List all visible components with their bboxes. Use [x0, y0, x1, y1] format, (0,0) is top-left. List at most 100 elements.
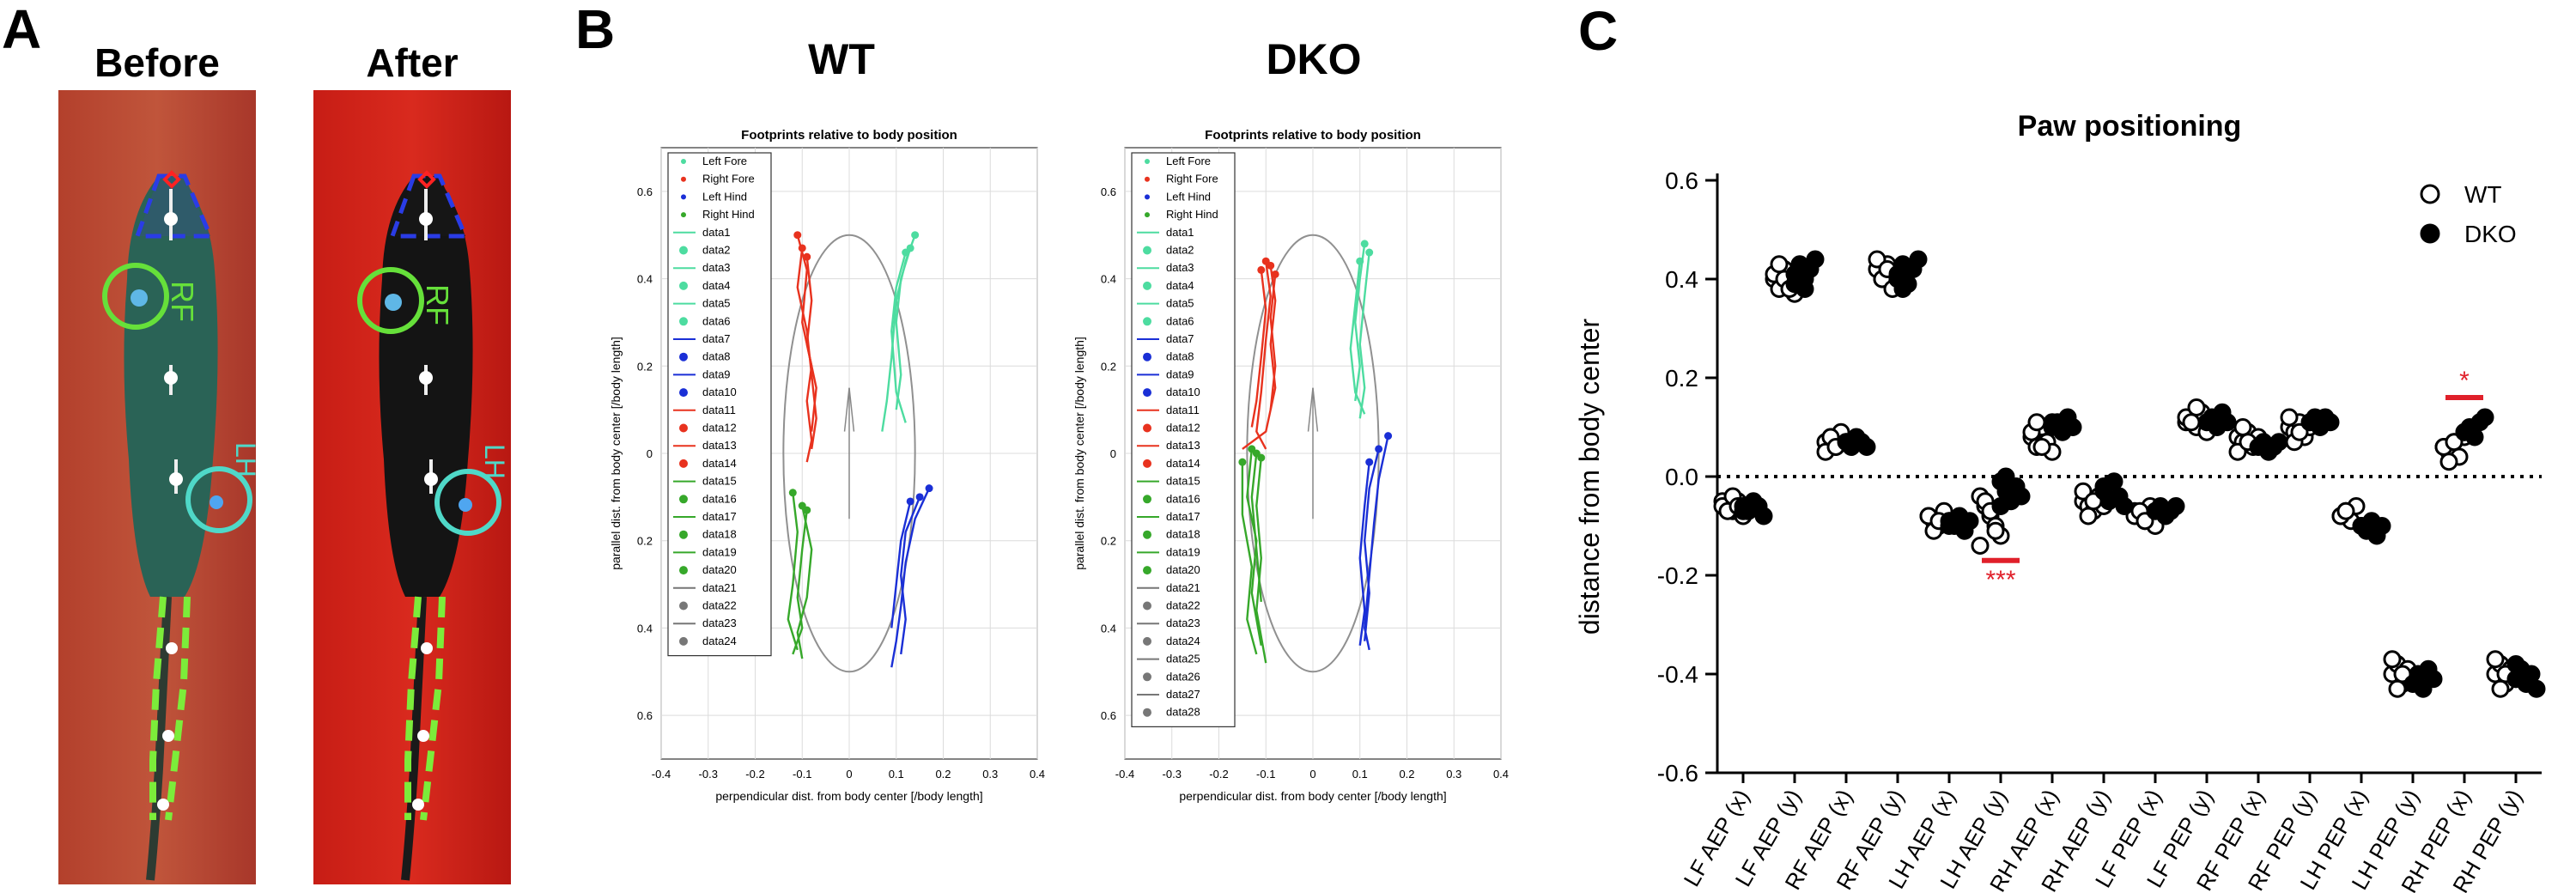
data-point-dko	[2372, 517, 2391, 535]
legend-entry: data15	[1166, 475, 1200, 488]
legend-entry: data6	[702, 314, 731, 327]
y-axis-label: parallel dist. from body center [/body l…	[1072, 337, 1086, 570]
y-tick-label: 0.2	[637, 535, 653, 548]
data-point-wt	[2439, 453, 2458, 471]
legend-entry: Left Hind	[1166, 190, 1211, 203]
legend-entry: data22	[702, 599, 737, 612]
data-point-wt	[1986, 521, 2005, 540]
panel-a-label: A	[2, 0, 42, 60]
data-point-dko	[1899, 260, 1917, 278]
data-point-dko	[1893, 280, 1912, 298]
footprint-point-lh	[1375, 445, 1383, 453]
data-point-wt	[2182, 413, 2201, 432]
legend-entry: data17	[1166, 510, 1200, 523]
footprint-point-rf	[1261, 257, 1270, 265]
legend-marker	[1143, 530, 1151, 539]
y-tick-label: -0.6	[1657, 760, 1698, 787]
data-point-dko	[2455, 422, 2474, 441]
legend-entry: data6	[1166, 314, 1194, 327]
legend-marker	[1145, 212, 1150, 218]
footprint-trace-lf	[1349, 261, 1366, 415]
data-point-wt	[2233, 418, 2252, 436]
y-tick-label: 0.4	[637, 273, 653, 286]
data-point-dko	[2115, 497, 2134, 515]
data-point-dko	[1857, 438, 1876, 456]
legend-marker	[679, 495, 688, 504]
significance-label: ***	[1985, 566, 2015, 594]
legend-entry: data20	[702, 563, 737, 576]
y-tick-label: -0.4	[1657, 661, 1698, 688]
chart-title: Paw positioning	[2018, 110, 2242, 143]
data-point-dko	[1940, 517, 1959, 535]
legend-marker	[1143, 352, 1151, 361]
footprint-point-lh	[915, 493, 924, 501]
legend-entry: data14	[1166, 457, 1200, 470]
y-tick-label: 0.6	[1101, 709, 1116, 722]
footprint-point-rf	[798, 244, 806, 252]
y-tick-label: 0.2	[1665, 365, 1698, 392]
data-point-dko	[2522, 665, 2541, 683]
x-tick-label: 0.4	[1493, 768, 1509, 781]
y-tick-label: 0.6	[637, 185, 653, 198]
y-tick-label: 0.6	[637, 709, 653, 722]
legend-entry: data5	[1166, 297, 1194, 310]
legend-entry: data22	[1166, 599, 1200, 612]
legend-entry: data2	[1166, 244, 1194, 257]
y-tick-label: 0.0	[1665, 464, 1698, 490]
footprint-trace-rh	[1250, 453, 1262, 603]
photo-before: RF LH	[58, 90, 261, 884]
data-point-dko	[1960, 512, 1979, 531]
legend-entry: data8	[702, 350, 731, 363]
legend-entry: data19	[702, 545, 737, 558]
x-tick-label: -0.4	[652, 768, 671, 781]
legend-entry: data15	[702, 475, 737, 488]
body-direction-arrow	[843, 387, 855, 432]
data-point-dko	[2269, 433, 2288, 452]
y-tick-label: -0.2	[1657, 562, 1698, 589]
y-tick-label: 0.2	[1101, 360, 1116, 373]
legend-marker	[681, 194, 686, 200]
data-point-wt	[2383, 650, 2402, 669]
mouse-photos: RF LH RF LH	[58, 90, 511, 884]
footprint-point-rf	[1257, 265, 1266, 274]
legend-entry: data12	[702, 422, 737, 434]
footprint-trace-rf	[1255, 261, 1272, 450]
y-tick-label: 0	[1110, 447, 1116, 460]
photo-before-title: Before	[94, 40, 220, 85]
legend-entry: data1	[702, 226, 731, 239]
data-point-wt	[2187, 398, 2206, 416]
data-point-dko	[1991, 497, 2010, 515]
legend-marker	[2420, 184, 2440, 204]
data-point-wt	[2280, 408, 2299, 427]
footprint-point-rh	[798, 501, 806, 510]
footprint-plot-title: Footprints relative to body position	[1205, 128, 1421, 143]
legend-entry: data11	[702, 404, 736, 416]
legend-entry: data8	[1166, 350, 1194, 363]
x-tick-label: -0.4	[1115, 768, 1134, 781]
legend-entry: data16	[702, 492, 737, 505]
data-point-dko	[1734, 501, 1753, 520]
footprint-point-rf	[1271, 270, 1279, 278]
legend-entry: data28	[1166, 706, 1200, 719]
legend-entry: data27	[1166, 688, 1200, 701]
legend-entry: data9	[702, 368, 731, 380]
y-tick-label: 0	[647, 447, 653, 460]
legend-entry: data26	[1166, 670, 1200, 683]
paw-positioning-chart: Paw positioning -0.6 -0.4 -0.2 0.0 0.2 0.4 0.6 d…	[1574, 110, 2546, 893]
y-axis-label: parallel dist. from body center [/body l…	[609, 337, 623, 570]
y-tick-label: 0.4	[1665, 266, 1698, 293]
legend-marker	[679, 566, 688, 575]
legend-marker	[1143, 317, 1151, 326]
data-point-dko	[2043, 413, 2062, 432]
y-tick-label: 0.2	[1101, 535, 1116, 548]
wt-group-title: WT	[808, 35, 875, 83]
legend-entry: data10	[702, 386, 737, 398]
x-axis-label: perpendicular dist. from body center [/b…	[1179, 789, 1446, 803]
legend-entry: data14	[702, 457, 737, 470]
legend-label: WT	[2464, 181, 2502, 208]
footprint-trace-rf	[1250, 270, 1267, 428]
footprint-point-rh	[1238, 458, 1247, 466]
footprint-trace-rh	[787, 492, 799, 651]
footprint-point-rh	[788, 489, 797, 497]
footprint-point-lf	[911, 231, 920, 240]
